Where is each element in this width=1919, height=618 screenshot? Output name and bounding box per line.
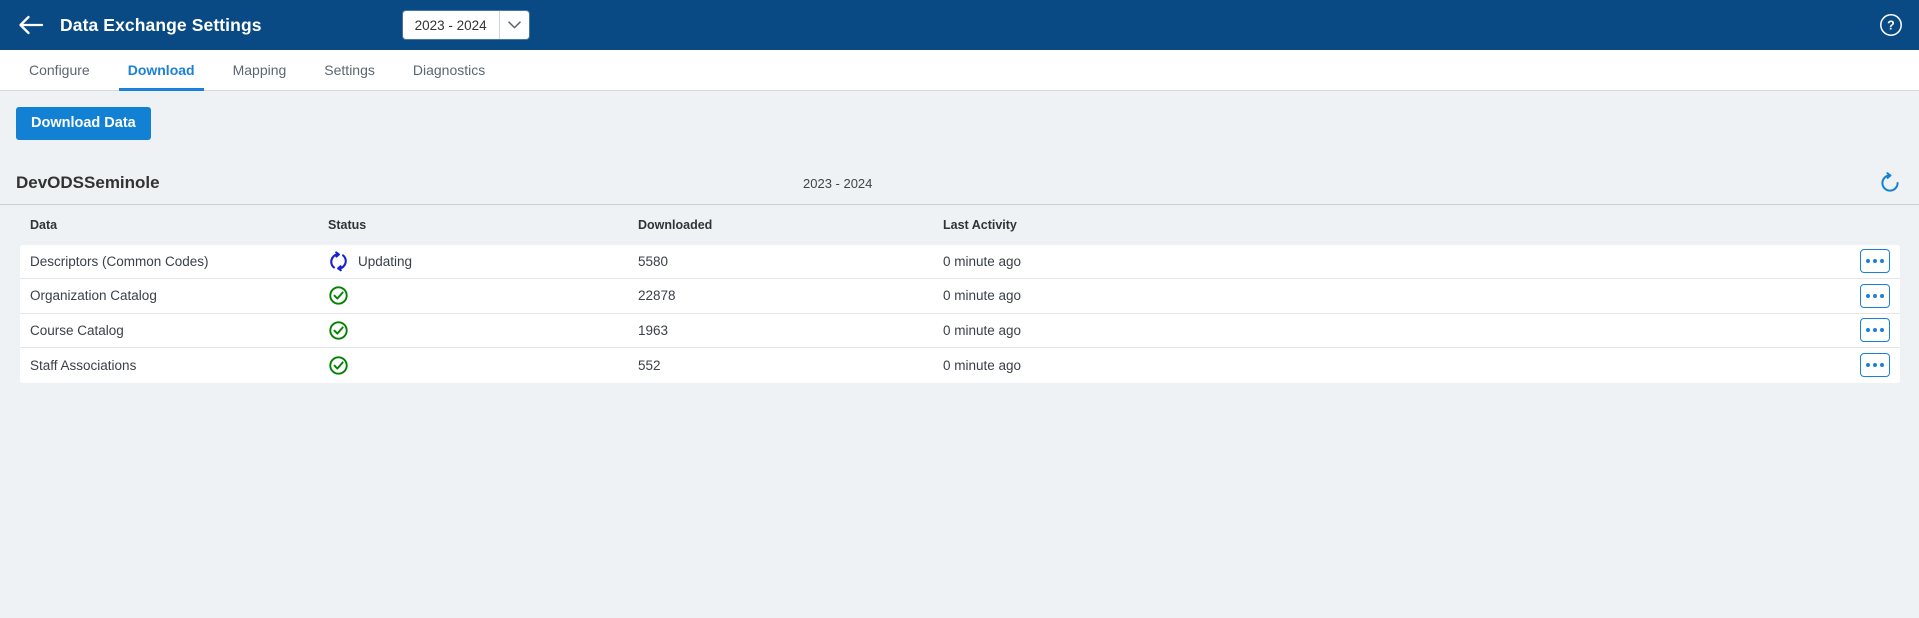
kebab-menu-icon <box>1873 259 1877 264</box>
cell-downloaded: 22878 <box>638 288 676 304</box>
column-header-downloaded: Downloaded <box>638 217 713 232</box>
dataset-name: DevODSSeminole <box>16 173 160 192</box>
tab-bar: Configure Download Mapping Settings Diag… <box>0 50 1919 91</box>
cell-downloaded: 1963 <box>638 322 669 338</box>
tab-label: Configure <box>29 62 90 78</box>
table-body: Descriptors (Common Codes) Updating <box>20 244 1900 383</box>
check-circle-icon <box>328 355 349 376</box>
cell-last-activity: 0 minute ago <box>943 322 1022 338</box>
column-header-last-activity: Last Activity <box>943 217 1017 232</box>
tab-mapping[interactable]: Mapping <box>214 50 306 90</box>
dataset-header: DevODSSeminole 2023 - 2024 <box>0 163 1919 205</box>
tab-configure[interactable]: Configure <box>10 50 109 90</box>
table-row[interactable]: Staff Associations 552 0 minute ago <box>20 348 1900 383</box>
school-year-select[interactable]: 2023 - 2024 <box>402 11 529 39</box>
column-header-status: Status <box>328 217 367 232</box>
check-circle-icon <box>328 320 349 341</box>
school-year-value: 2023 - 2024 <box>414 17 487 33</box>
row-actions-button[interactable] <box>1860 283 1890 308</box>
arrow-left-icon <box>18 15 44 35</box>
table-header-row: Data Status Downloaded Last Activity <box>20 205 1900 245</box>
kebab-menu-icon <box>1873 328 1877 333</box>
main-content: Download Data DevODSSeminole 2023 - 2024… <box>0 91 1919 618</box>
kebab-menu-icon <box>1880 328 1884 333</box>
download-data-button[interactable]: Download Data <box>16 107 151 140</box>
kebab-menu-icon <box>1880 293 1884 298</box>
cell-data: Staff Associations <box>30 357 137 373</box>
tab-label: Download <box>127 62 195 78</box>
dataset-school-year: 2023 - 2024 <box>803 175 873 191</box>
action-toolbar: Download Data <box>0 91 1919 140</box>
tab-label: Diagnostics <box>412 62 486 78</box>
kebab-menu-icon <box>1880 363 1884 368</box>
status-label: Updating <box>358 253 413 269</box>
kebab-menu-icon <box>1866 293 1870 298</box>
kebab-menu-icon <box>1873 293 1877 298</box>
cell-status <box>328 320 638 341</box>
cell-last-activity: 0 minute ago <box>943 288 1022 304</box>
row-actions-button[interactable] <box>1860 249 1890 274</box>
help-circle-icon[interactable]: ? <box>1879 13 1903 37</box>
refresh-icon[interactable] <box>1877 170 1903 196</box>
svg-text:?: ? <box>1887 19 1895 33</box>
download-table: Data Status Downloaded Last Activity Des… <box>0 205 1919 383</box>
kebab-menu-icon <box>1866 363 1870 368</box>
kebab-menu-icon <box>1873 363 1877 368</box>
tab-settings[interactable]: Settings <box>305 50 394 90</box>
cell-downloaded: 552 <box>638 357 661 373</box>
cell-data: Course Catalog <box>30 322 124 338</box>
page-title: Data Exchange Settings <box>60 14 262 35</box>
check-circle-icon <box>328 285 349 306</box>
cell-last-activity: 0 minute ago <box>943 357 1022 373</box>
table-row[interactable]: Organization Catalog 22878 0 minute ago <box>20 279 1900 314</box>
back-button[interactable] <box>14 8 48 42</box>
cell-status <box>328 355 638 376</box>
app-header: Data Exchange Settings 2023 - 2024 ? <box>0 0 1919 50</box>
cell-status <box>328 285 638 306</box>
column-header-data: Data <box>30 217 58 232</box>
cell-last-activity: 0 minute ago <box>943 253 1022 269</box>
row-actions-button[interactable] <box>1860 353 1890 378</box>
kebab-menu-icon <box>1880 259 1884 264</box>
tab-label: Settings <box>324 62 375 78</box>
row-actions-button[interactable] <box>1860 318 1890 343</box>
cell-data: Descriptors (Common Codes) <box>30 253 209 269</box>
chevron-down-icon[interactable] <box>498 11 529 39</box>
tab-diagnostics[interactable]: Diagnostics <box>394 50 504 90</box>
kebab-menu-icon <box>1866 259 1870 264</box>
kebab-menu-icon <box>1866 328 1870 333</box>
updating-spinner-icon <box>328 251 349 272</box>
table-row[interactable]: Course Catalog 1963 0 minute ago <box>20 314 1900 348</box>
table-row[interactable]: Descriptors (Common Codes) Updating <box>20 245 1900 279</box>
cell-status: Updating <box>328 251 638 272</box>
tab-download[interactable]: Download <box>109 50 214 91</box>
cell-downloaded: 5580 <box>638 253 669 269</box>
tab-label: Mapping <box>232 62 287 78</box>
cell-data: Organization Catalog <box>30 288 157 304</box>
